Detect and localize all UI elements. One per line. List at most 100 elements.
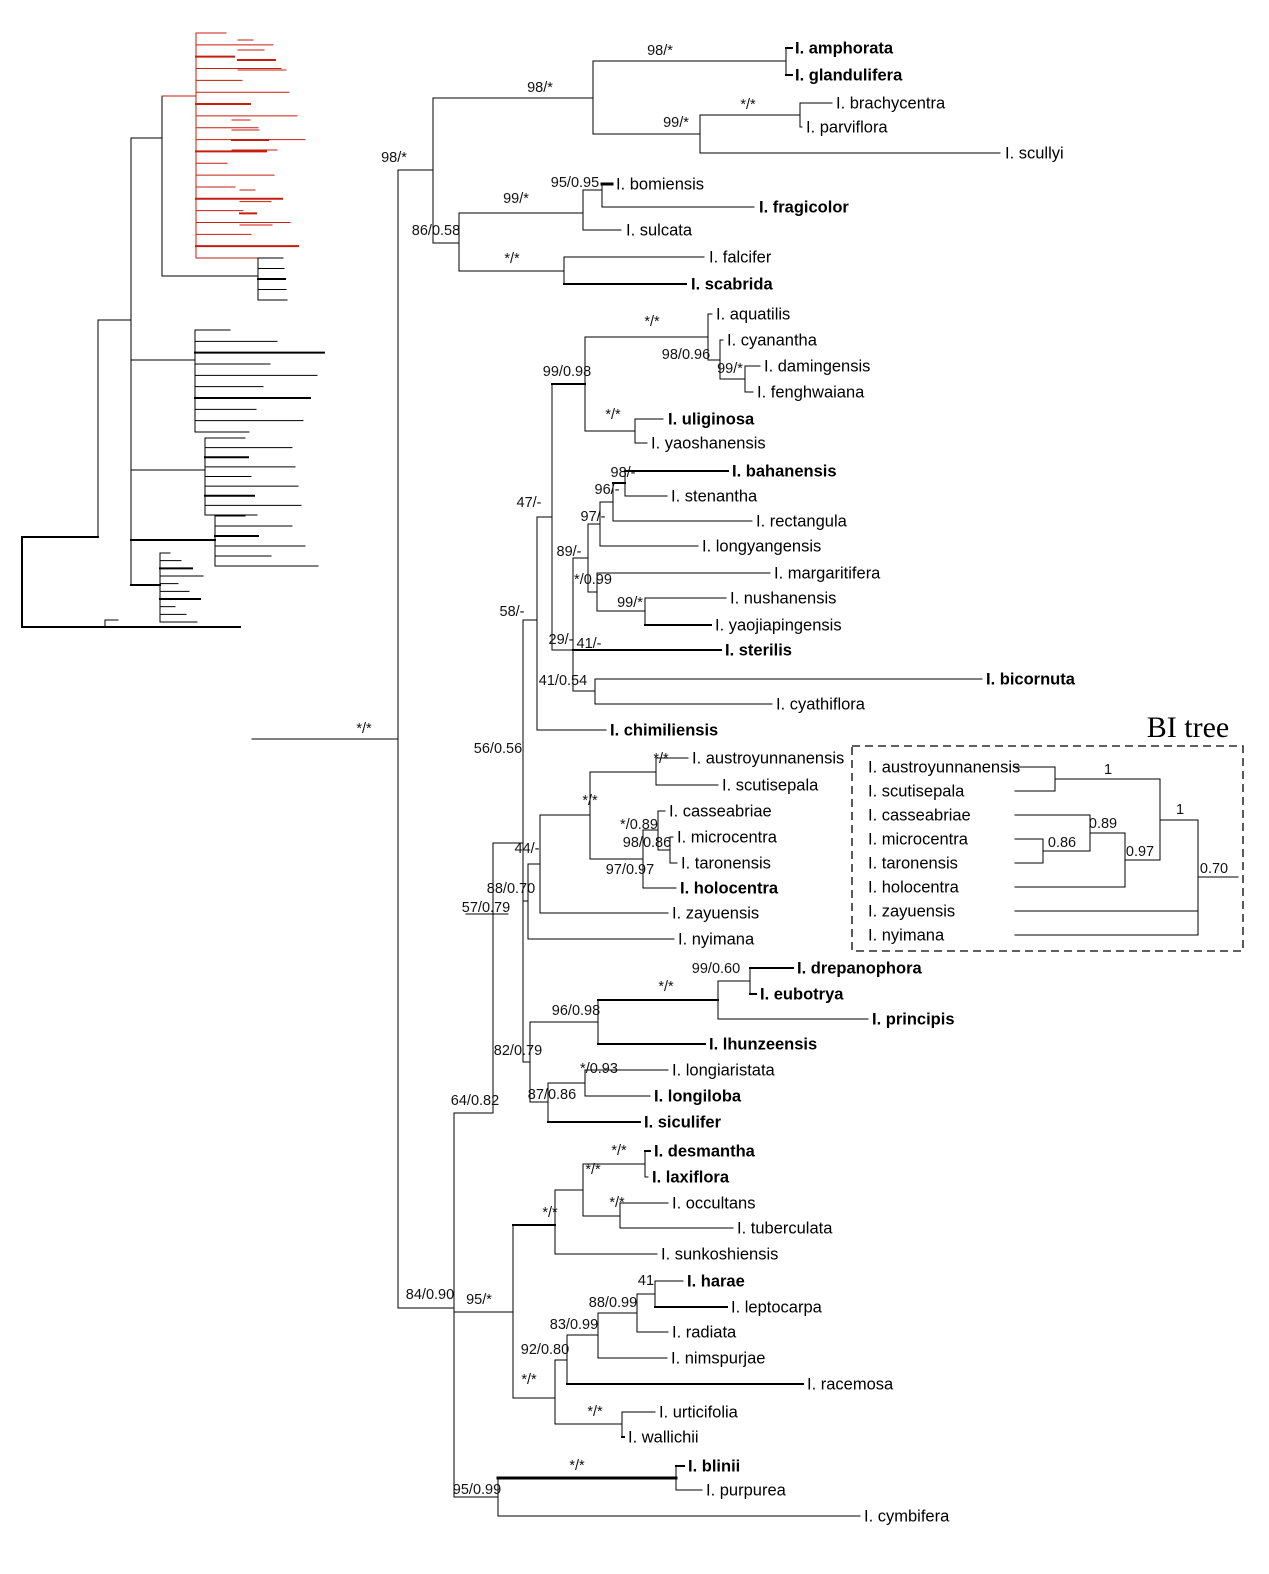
taxon-label: I. scutisepala [722, 777, 819, 795]
bi-taxon-label: I. austroyunnanensis [868, 759, 1020, 777]
support-value: */* [605, 407, 621, 423]
taxon-label: I. eubotrya [760, 986, 844, 1004]
overview-tree [21, 32, 325, 628]
support-value: 41 [638, 1273, 654, 1289]
taxon-label: I. zayuensis [672, 905, 759, 923]
taxon-label: I. drepanophora [797, 960, 923, 978]
taxon-label: I. yaoshanensis [651, 435, 766, 453]
taxon-label: I. glandulifera [795, 67, 903, 85]
taxon-label: I. sulcata [626, 222, 693, 240]
support-value: */* [542, 1205, 558, 1221]
taxon-label: I. brachycentra [836, 95, 946, 113]
support-value: */0.93 [580, 1061, 618, 1077]
taxon-label: I. siculifer [644, 1114, 722, 1132]
support-value: 95/* [466, 1292, 492, 1308]
support-value: */* [740, 97, 756, 113]
taxon-label: I. margaritifera [774, 565, 881, 583]
support-value: 98/* [381, 150, 407, 166]
support-value: */0.99 [574, 572, 612, 588]
support-value: 87/0.86 [528, 1087, 576, 1103]
taxon-label: I. nyimana [678, 931, 755, 949]
support-value: */* [644, 314, 660, 330]
support-value: 47/- [517, 495, 542, 511]
taxon-label: I. cyanantha [727, 332, 818, 350]
taxon-label: I. cyathiflora [776, 696, 866, 714]
taxon-label: I. scullyi [1005, 145, 1064, 163]
taxon-label: I. purpurea [706, 1482, 787, 1500]
bi-taxon-label: I. nyimana [868, 927, 945, 945]
support-value: 95/0.95 [551, 175, 599, 191]
support-value: 95/0.99 [453, 1482, 501, 1498]
support-value: */* [582, 793, 598, 809]
support-value: */* [521, 1372, 537, 1388]
support-value: */* [658, 979, 674, 995]
taxon-label: I. bomiensis [616, 176, 704, 194]
support-value: */* [609, 1195, 625, 1211]
taxon-label: I. lhunzeensis [709, 1036, 817, 1054]
support-value: 29/- [549, 632, 574, 648]
taxon-label: I. aquatilis [716, 306, 790, 324]
taxon-label: I. nushanensis [730, 590, 836, 608]
bi-support-value: 0.97 [1126, 844, 1154, 860]
taxon-label: I. falcifer [709, 249, 772, 267]
bi-support-value: 1 [1176, 802, 1184, 818]
support-value: 99/* [503, 191, 529, 207]
taxon-label: I. longiaristata [672, 1062, 776, 1080]
support-value: 99/* [663, 115, 689, 131]
support-value: 98/0.86 [623, 835, 671, 851]
taxon-label: I. damingensis [764, 358, 870, 376]
taxon-label: I. holocentra [680, 880, 779, 898]
taxon-label: I. nimspurjae [671, 1350, 765, 1368]
taxon-label: I. casseabriae [669, 803, 772, 821]
taxon-label: I. uliginosa [668, 411, 755, 429]
taxon-label: I. austroyunnanensis [692, 750, 844, 768]
taxon-label: I. desmantha [654, 1143, 756, 1161]
support-value: 89/- [557, 544, 582, 560]
support-value: 44/- [515, 841, 540, 857]
taxon-label: I. tuberculata [737, 1220, 833, 1238]
bi-taxon-label: I. taronensis [868, 855, 958, 873]
support-value: */* [585, 1162, 601, 1178]
support-value: */0.89 [620, 817, 658, 833]
taxon-label: I. racemosa [807, 1376, 894, 1394]
taxon-label: I. blinii [688, 1458, 740, 1476]
support-value: */* [611, 1143, 627, 1159]
bi-tree-inset: BI tree I. austroyunnanensis I. scutisepa… [851, 711, 1244, 952]
taxon-label: I. leptocarpa [731, 1299, 823, 1317]
taxon-label: I. fenghwaiana [757, 384, 865, 402]
support-value: 99/0.98 [543, 364, 591, 380]
bi-taxon-label: I. holocentra [868, 879, 960, 897]
support-value: */* [504, 251, 520, 267]
support-value: 64/0.82 [451, 1093, 499, 1109]
support-value: 56/0.56 [474, 741, 522, 757]
taxon-label: I. urticifolia [659, 1404, 739, 1422]
bi-taxon-label: I. zayuensis [868, 903, 955, 921]
support-value: 41/0.54 [539, 673, 587, 689]
support-value: 41/- [577, 636, 602, 652]
support-value: */* [356, 721, 372, 737]
bi-taxon-label: I. microcentra [868, 831, 969, 849]
taxon-label: I. longiloba [654, 1088, 742, 1106]
taxon-label: I. chimiliensis [610, 722, 718, 740]
support-value: 88/0.99 [589, 1295, 637, 1311]
support-value: 98/0.96 [662, 347, 710, 363]
taxon-label: I. microcentra [677, 829, 778, 847]
support-value: 99/* [717, 361, 743, 377]
support-value: 83/0.99 [550, 1317, 598, 1333]
taxon-label: I. yaojiapingensis [715, 617, 842, 635]
support-value: */* [569, 1458, 585, 1474]
taxon-label: I. principis [872, 1011, 955, 1029]
support-value: 86/0.58 [412, 223, 460, 239]
support-value: 98/* [647, 43, 673, 59]
support-value: 96/0.98 [552, 1003, 600, 1019]
support-value: 82/0.79 [494, 1043, 542, 1059]
bi-support-value: 0.89 [1089, 816, 1117, 832]
support-value: 88/0.70 [487, 881, 535, 897]
taxon-label: I. rectangula [756, 513, 848, 531]
bi-support-value: 0.70 [1200, 861, 1228, 877]
support-value: 97/0.97 [606, 862, 654, 878]
taxon-label: I. sunkoshiensis [661, 1246, 778, 1264]
taxon-label: I. scabrida [691, 276, 773, 294]
taxon-label: I. fragicolor [759, 199, 849, 217]
